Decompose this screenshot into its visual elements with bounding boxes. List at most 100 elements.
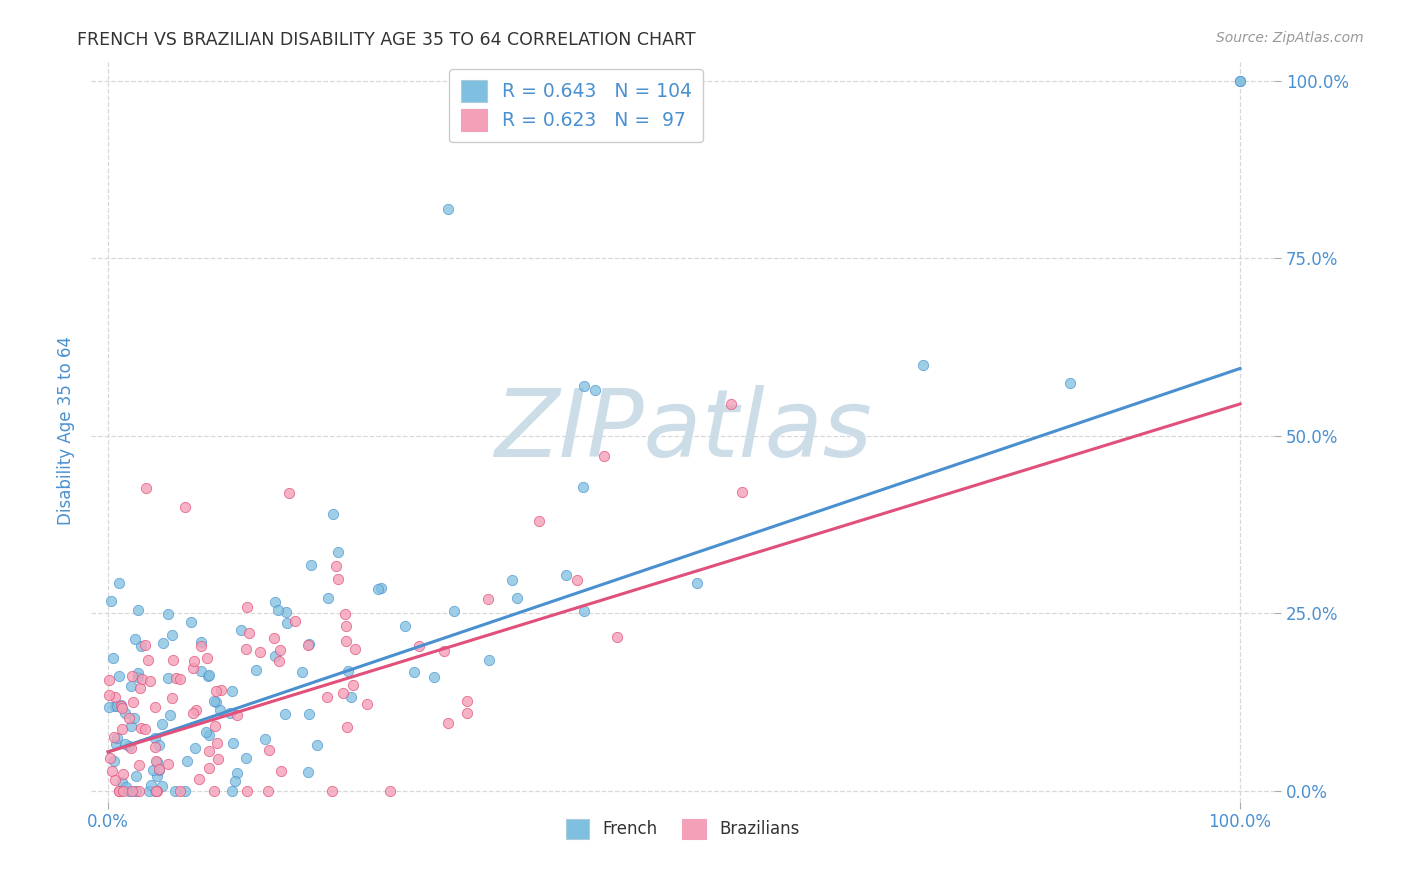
Point <box>238 625 260 640</box>
Point <box>335 619 357 633</box>
Point <box>298 707 321 722</box>
Point <box>1059 376 1081 390</box>
Point <box>159 708 181 723</box>
Point <box>117 784 139 798</box>
Point <box>370 581 392 595</box>
Point <box>103 754 125 768</box>
Legend: French, Brazilians: French, Brazilians <box>560 813 806 846</box>
Point <box>181 706 204 720</box>
Point <box>276 615 298 630</box>
Point <box>202 693 225 707</box>
Point <box>478 653 501 667</box>
Point <box>128 758 150 772</box>
Point <box>506 591 529 605</box>
Point <box>720 397 742 411</box>
Point <box>731 484 754 499</box>
Point <box>297 637 319 651</box>
Point <box>263 632 285 646</box>
Point <box>143 784 166 798</box>
Point <box>235 641 257 656</box>
Point <box>402 665 425 679</box>
Point <box>270 764 292 779</box>
Point <box>571 480 593 494</box>
Point <box>225 766 247 780</box>
Point <box>197 669 219 683</box>
Point <box>224 774 246 789</box>
Point <box>98 751 121 765</box>
Point <box>146 769 169 783</box>
Point <box>183 654 205 668</box>
Point <box>101 650 124 665</box>
Point <box>188 772 211 786</box>
Point <box>120 741 142 756</box>
Point <box>127 603 149 617</box>
Point <box>423 670 446 684</box>
Point <box>125 784 148 798</box>
Point <box>291 665 314 680</box>
Point <box>205 684 228 698</box>
Point <box>127 666 149 681</box>
Point <box>160 628 183 642</box>
Point <box>111 767 134 781</box>
Point <box>124 632 146 647</box>
Point <box>180 615 202 629</box>
Point <box>104 690 127 705</box>
Point <box>146 756 169 770</box>
Point <box>209 703 232 717</box>
Point <box>184 703 207 717</box>
Point <box>356 698 378 712</box>
Point <box>127 670 149 684</box>
Point <box>264 595 287 609</box>
Point <box>555 568 578 582</box>
Point <box>150 717 173 731</box>
Point <box>253 731 276 746</box>
Point <box>143 740 166 755</box>
Point <box>274 605 297 619</box>
Point <box>183 661 205 675</box>
Point <box>592 449 614 463</box>
Point <box>433 643 456 657</box>
Point <box>204 719 226 733</box>
Point <box>328 572 350 586</box>
Point <box>101 764 124 778</box>
Point <box>104 772 127 787</box>
Point <box>222 735 245 749</box>
Point <box>456 706 478 720</box>
Point <box>108 784 131 798</box>
Point <box>207 752 229 766</box>
Point <box>107 576 129 591</box>
Point <box>335 607 357 621</box>
Point <box>139 674 162 689</box>
Point <box>209 683 232 698</box>
Point <box>335 634 357 648</box>
Point <box>128 784 150 798</box>
Point <box>325 559 347 574</box>
Point <box>226 708 249 723</box>
Point <box>129 639 152 653</box>
Point <box>336 665 359 679</box>
Point <box>111 722 134 736</box>
Point <box>195 725 218 739</box>
Point <box>143 699 166 714</box>
Point <box>157 671 180 685</box>
Point <box>249 645 271 659</box>
Point <box>190 665 212 679</box>
Point <box>135 481 157 495</box>
Point <box>190 635 212 649</box>
Point <box>257 743 280 757</box>
Point <box>269 643 291 657</box>
Point <box>166 671 188 685</box>
Point <box>138 784 160 798</box>
Point <box>148 762 170 776</box>
Point <box>162 653 184 667</box>
Text: Source: ZipAtlas.com: Source: ZipAtlas.com <box>1216 31 1364 45</box>
Point <box>1229 74 1251 88</box>
Point <box>129 681 152 695</box>
Point <box>104 698 127 713</box>
Point <box>111 774 134 789</box>
Point <box>221 683 243 698</box>
Point <box>477 591 499 606</box>
Point <box>316 690 339 705</box>
Point <box>436 202 458 216</box>
Point <box>148 764 170 778</box>
